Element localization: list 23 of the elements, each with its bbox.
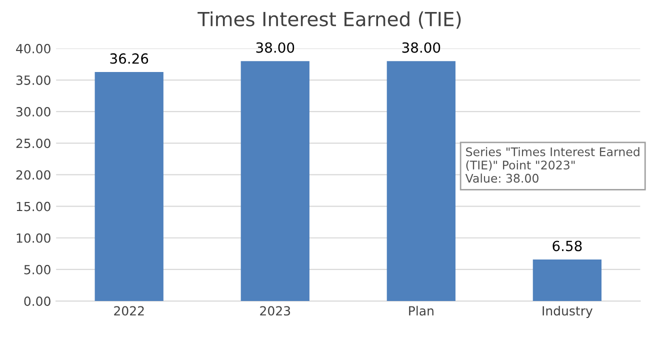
y-tick-label: 15.00 bbox=[16, 202, 50, 212]
x-tick-label: Plan bbox=[409, 306, 434, 316]
data-label: 38.00 bbox=[256, 42, 294, 53]
data-label: 36.26 bbox=[110, 53, 148, 64]
y-tick-label: 10.00 bbox=[16, 233, 50, 243]
data-label: 38.00 bbox=[402, 42, 440, 53]
bar bbox=[386, 61, 456, 302]
y-tick-label: 5.00 bbox=[24, 264, 50, 274]
y-tick-label: 30.00 bbox=[16, 107, 50, 117]
y-tick-label: 35.00 bbox=[16, 75, 50, 85]
x-tick-label: Industry bbox=[542, 306, 593, 318]
y-tick-label: 25.00 bbox=[16, 138, 50, 148]
x-tick-label: 2023 bbox=[260, 306, 290, 316]
y-tick-label: 0.00 bbox=[24, 296, 50, 306]
y-tick-label: 20.00 bbox=[16, 170, 50, 180]
data-label: 6.58 bbox=[552, 240, 582, 252]
chart-title: Times Interest Earned (TIE) bbox=[198, 11, 461, 29]
y-tick-label: 40.00 bbox=[16, 44, 50, 54]
x-tick-label: 2022 bbox=[114, 306, 144, 316]
bar bbox=[532, 259, 602, 302]
annotation: Series "Times Interest Earned (TIE)" Point "2023" Value: 38.00 bbox=[465, 147, 640, 183]
bar bbox=[240, 61, 310, 302]
bar bbox=[94, 72, 164, 302]
